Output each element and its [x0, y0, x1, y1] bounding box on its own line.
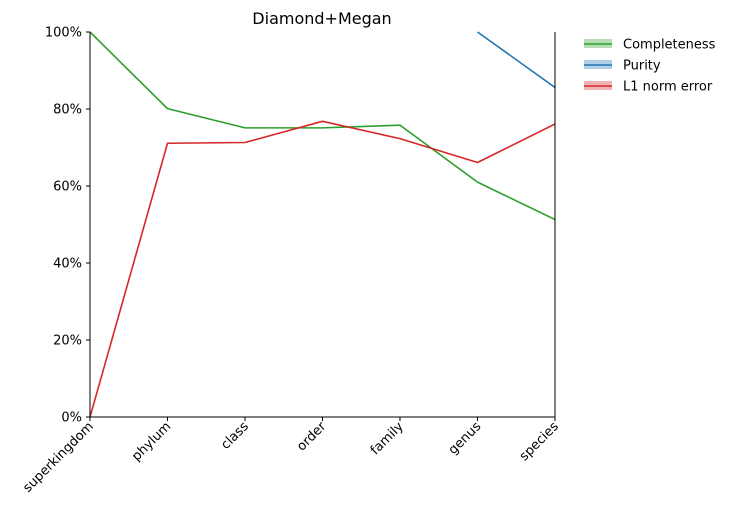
x-tick-label: class [218, 419, 252, 453]
series-lines [90, 32, 555, 417]
legend-label: Purity [623, 59, 661, 74]
legend-label: Completeness [623, 38, 716, 53]
y-tick-label: 80% [53, 103, 82, 118]
series-line-purity [478, 32, 556, 87]
x-tick-label: genus [446, 419, 485, 458]
y-tick-label: 40% [53, 257, 82, 272]
y-tick-label: 100% [45, 26, 82, 41]
series-line-l1-norm-error [90, 121, 555, 417]
y-tick-label: 0% [61, 411, 82, 426]
y-tick-label: 60% [53, 180, 82, 195]
x-tick-label: superkingdom [20, 419, 96, 495]
x-tick-label: species [517, 419, 562, 464]
x-tick-label: family [368, 419, 407, 458]
plot-area: 0% 20% 40% 60% 80% 100% superkingdom phylum clas… [20, 26, 562, 496]
legend-label: L1 norm error [623, 80, 713, 95]
series-line-completeness [90, 32, 555, 220]
y-tick-label: 20% [53, 334, 82, 349]
legend: Completeness Purity L1 norm error [584, 38, 716, 95]
x-tick-label: order [294, 419, 330, 455]
chart-title: Diamond+Megan [252, 9, 391, 28]
x-tick-label: phylum [129, 419, 174, 464]
